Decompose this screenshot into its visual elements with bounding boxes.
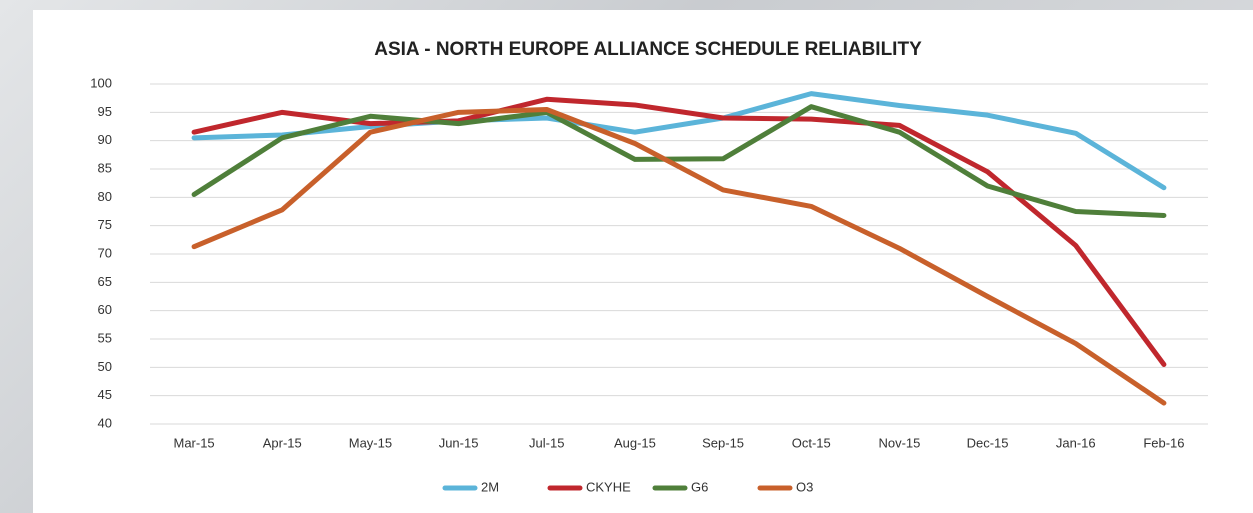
x-tick-label: Feb-16 <box>1143 435 1184 450</box>
legend-label: O3 <box>796 479 813 494</box>
y-tick-label: 90 <box>98 132 112 147</box>
y-tick-label: 55 <box>98 330 112 345</box>
chart: ASIA - NORTH EUROPE ALLIANCE SCHEDULE RE… <box>0 0 1253 513</box>
x-tick-label: Sep-15 <box>702 435 744 450</box>
x-tick-label: Jan-16 <box>1056 435 1096 450</box>
x-tick-label: May-15 <box>349 435 392 450</box>
y-tick-label: 80 <box>98 189 112 204</box>
y-tick-label: 70 <box>98 245 112 260</box>
y-tick-label: 65 <box>98 274 112 289</box>
y-tick-label: 60 <box>98 302 112 317</box>
x-tick-label: Oct-15 <box>792 435 831 450</box>
legend-label: G6 <box>691 479 708 494</box>
page: {"chart_data": {"type": "line", "title":… <box>0 0 1253 513</box>
legend-label: CKYHE <box>586 479 631 494</box>
y-tick-label: 100 <box>90 75 112 90</box>
x-tick-label: Jul-15 <box>529 435 564 450</box>
x-tick-label: Jun-15 <box>439 435 479 450</box>
x-tick-label: Nov-15 <box>878 435 920 450</box>
y-tick-label: 95 <box>98 104 112 119</box>
chart-title: ASIA - NORTH EUROPE ALLIANCE SCHEDULE RE… <box>374 39 922 60</box>
y-tick-label: 40 <box>98 415 112 430</box>
y-tick-label: 85 <box>98 160 112 175</box>
x-tick-label: Dec-15 <box>967 435 1009 450</box>
y-tick-label: 50 <box>98 359 112 374</box>
x-tick-label: Mar-15 <box>173 435 214 450</box>
y-tick-label: 45 <box>98 387 112 402</box>
legend-label: 2M <box>481 479 499 494</box>
y-tick-label: 75 <box>98 217 112 232</box>
x-tick-label: Aug-15 <box>614 435 656 450</box>
x-tick-label: Apr-15 <box>263 435 302 450</box>
